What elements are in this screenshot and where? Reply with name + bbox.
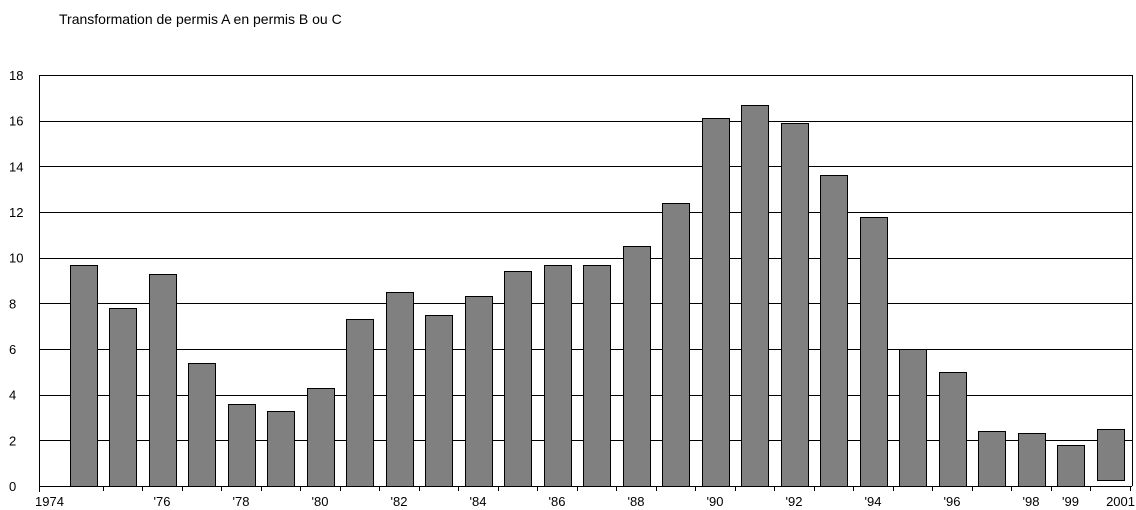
bar-1975 xyxy=(109,308,137,487)
bar-2000 xyxy=(1097,429,1125,481)
bar-1998 xyxy=(1018,433,1046,487)
x-tick-label: '76 xyxy=(154,494,171,509)
y-tick-label: 4 xyxy=(9,388,16,403)
x-tick-label: '80 xyxy=(312,494,329,509)
x-tick-label: 2001 xyxy=(1106,494,1135,509)
x-tick-label: '99 xyxy=(1062,494,1079,509)
y-tick-label: 10 xyxy=(9,251,23,266)
x-tick-label: '82 xyxy=(391,494,408,509)
y-tick-label: 14 xyxy=(9,159,23,174)
bar-1978 xyxy=(228,404,256,487)
x-tick-label: '94 xyxy=(865,494,882,509)
bar-1982 xyxy=(386,292,414,487)
chart-title: Transformation de permis A en permis B o… xyxy=(59,11,342,27)
x-tick-label: '96 xyxy=(944,494,961,509)
x-tick-label: '78 xyxy=(233,494,250,509)
bar-1981 xyxy=(346,319,374,487)
x-tick-label: '86 xyxy=(549,494,566,509)
bar-1988 xyxy=(623,246,651,487)
x-tick-label: 1974 xyxy=(35,494,64,509)
bar-1992 xyxy=(781,123,809,487)
bar-1985 xyxy=(504,271,532,487)
y-tick-label: 12 xyxy=(9,205,23,220)
y-tick-label: 8 xyxy=(9,296,16,311)
bar-1980 xyxy=(307,388,335,487)
x-tick-label: '90 xyxy=(707,494,724,509)
bar-1974 xyxy=(70,265,98,487)
bar-1999 xyxy=(1057,445,1085,487)
bar-1979 xyxy=(267,411,295,487)
x-tick-label: '92 xyxy=(786,494,803,509)
y-tick-label: 16 xyxy=(9,114,23,129)
y-tick-label: 2 xyxy=(9,433,16,448)
x-tick-label: '88 xyxy=(628,494,645,509)
bar-1991 xyxy=(741,105,769,487)
bar-1983 xyxy=(425,315,453,487)
y-tick-label: 0 xyxy=(9,479,16,494)
bar-1990 xyxy=(702,118,730,487)
bar-1995 xyxy=(899,349,927,487)
bar-1976 xyxy=(149,274,177,487)
y-tick-label: 6 xyxy=(9,342,16,357)
bar-1996 xyxy=(939,372,967,487)
bar-1994 xyxy=(860,217,888,487)
bar-1997 xyxy=(978,431,1006,487)
x-tick-label: '84 xyxy=(470,494,487,509)
bar-1984 xyxy=(465,296,493,487)
bar-1977 xyxy=(188,363,216,487)
bar-1986 xyxy=(544,265,572,487)
x-tick-label: '98 xyxy=(1023,494,1040,509)
bar-1993 xyxy=(820,175,848,487)
y-tick-label: 18 xyxy=(9,68,23,83)
bar-1987 xyxy=(583,265,611,487)
bar-1989 xyxy=(662,203,690,487)
